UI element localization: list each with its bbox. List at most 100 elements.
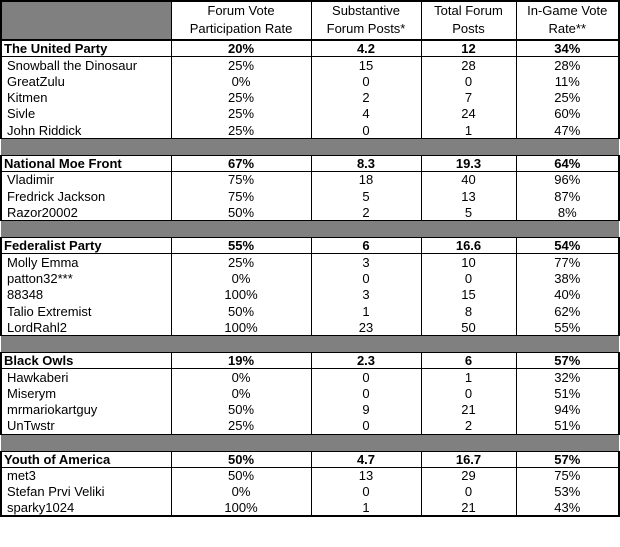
member-value-cell: 0 [420,483,517,501]
member-value-cell: 5 [310,187,422,205]
party-name-cell: Youth of America [0,450,172,468]
party-value-cell: 55% [170,237,312,255]
party-value-cell: 54% [515,237,620,255]
party-value-cell: 57% [515,450,620,468]
member-value-cell: 25% [170,105,312,123]
member-value-cell: 24 [420,105,517,123]
member-name-cell: 88348 [0,286,172,303]
member-name-cell: Vladimir [0,171,172,188]
party-value-cell: 6 [420,352,517,370]
party-name-cell: Black Owls [0,352,172,370]
member-name-cell: Fredrick Jackson [0,187,172,205]
member-value-cell: 2 [420,417,517,435]
party-value-cell: 67% [170,155,312,173]
table-body: The United Party 20% 4.2 12 34% Snowball the … [0,39,620,518]
member-value-cell: 15 [420,286,517,303]
header-total-forum-posts: Total Forum Posts [420,0,517,42]
member-value-cell: 38% [515,270,620,287]
party-row: The United Party 20% 4.2 12 34% [0,39,620,58]
member-value-cell: 0 [420,385,517,402]
member-name-cell: John Riddick [0,122,172,140]
member-value-cell: 5 [420,204,517,222]
separator-row [1,335,619,353]
member-value-cell: 100% [170,286,312,303]
member-name-cell: met3 [0,467,172,484]
member-value-cell: 0 [310,385,422,402]
member-value-cell: 0 [310,417,422,435]
member-value-cell: 11% [515,72,620,90]
member-value-cell: 13 [420,187,517,205]
member-value-cell: 4 [310,105,422,123]
member-value-cell: 0 [420,72,517,90]
member-value-cell: 51% [515,417,620,435]
party-value-cell: 16.6 [420,237,517,255]
member-row: met3 50% 13 29 75% [0,467,620,484]
member-value-cell: 8 [420,302,517,320]
separator-row [1,138,619,156]
member-value-cell: 32% [515,368,620,386]
member-value-cell: 96% [515,171,620,188]
member-row: Stefan Prvi Veliki 0% 0 0 53% [0,483,620,501]
member-value-cell: 15 [310,56,422,73]
header-substantive-forum-posts: Substantive Forum Posts* [310,0,422,42]
member-row: Hawkaberi 0% 0 1 32% [0,368,620,386]
member-name-cell: Hawkaberi [0,368,172,386]
member-value-cell: 0% [170,385,312,402]
member-value-cell: 28% [515,56,620,73]
member-row: Vladimir 75% 18 40 96% [0,171,620,188]
member-value-cell: 43% [515,500,620,518]
member-name-cell: UnTwstr [0,417,172,435]
member-value-cell: 50% [170,204,312,222]
party-row: National Moe Front 67% 8.3 19.3 64% [0,155,620,173]
member-name-cell: sparky1024 [0,500,172,518]
member-value-cell: 40 [420,171,517,188]
member-name-cell: LordRahl2 [0,319,172,337]
party-name-cell: The United Party [0,39,172,58]
member-value-cell: 87% [515,187,620,205]
party-value-cell: 12 [420,39,517,58]
member-row: patton32*** 0% 0 0 38% [0,270,620,287]
member-value-cell: 60% [515,105,620,123]
member-value-cell: 0% [170,72,312,90]
separator-row [1,220,619,238]
header-row: Forum Vote Participation Rate Substantiv… [0,0,620,42]
member-value-cell: 77% [515,253,620,271]
party-value-cell: 4.7 [310,450,422,468]
member-value-cell: 25% [515,89,620,106]
member-row: Kitmen 25% 2 7 25% [0,89,620,106]
member-row: John Riddick 25% 0 1 47% [0,122,620,140]
member-row: Sivle 25% 4 24 60% [0,105,620,123]
member-row: Talio Extremist 50% 1 8 62% [0,302,620,320]
member-value-cell: 0% [170,368,312,386]
member-name-cell: Snowball the Dinosaur [0,56,172,73]
member-value-cell: 9 [310,401,422,418]
member-value-cell: 13 [310,467,422,484]
member-value-cell: 0 [310,483,422,501]
member-value-cell: 53% [515,483,620,501]
party-value-cell: 16.7 [420,450,517,468]
member-value-cell: 25% [170,56,312,73]
party-name-cell: National Moe Front [0,155,172,173]
member-value-cell: 25% [170,253,312,271]
party-row: Youth of America 50% 4.7 16.7 57% [0,450,620,468]
member-name-cell: Razor20002 [0,204,172,222]
member-value-cell: 0 [420,270,517,287]
member-name-cell: Talio Extremist [0,302,172,320]
member-value-cell: 0 [310,270,422,287]
member-row: GreatZulu 0% 0 0 11% [0,72,620,90]
member-value-cell: 21 [420,401,517,418]
member-name-cell: Miserym [0,385,172,402]
member-value-cell: 0 [310,72,422,90]
member-value-cell: 1 [420,368,517,386]
header-forum-vote-participation-rate: Forum Vote Participation Rate [170,0,312,42]
member-name-cell: Molly Emma [0,253,172,271]
member-row: sparky1024 100% 1 21 43% [0,500,620,518]
member-value-cell: 21 [420,500,517,518]
member-value-cell: 25% [170,122,312,140]
member-row: Snowball the Dinosaur 25% 15 28 28% [0,56,620,73]
member-value-cell: 2 [310,89,422,106]
party-value-cell: 50% [170,450,312,468]
separator-cell [1,138,619,156]
member-row: mrmariokartguy 50% 9 21 94% [0,401,620,418]
member-row: Fredrick Jackson 75% 5 13 87% [0,187,620,205]
